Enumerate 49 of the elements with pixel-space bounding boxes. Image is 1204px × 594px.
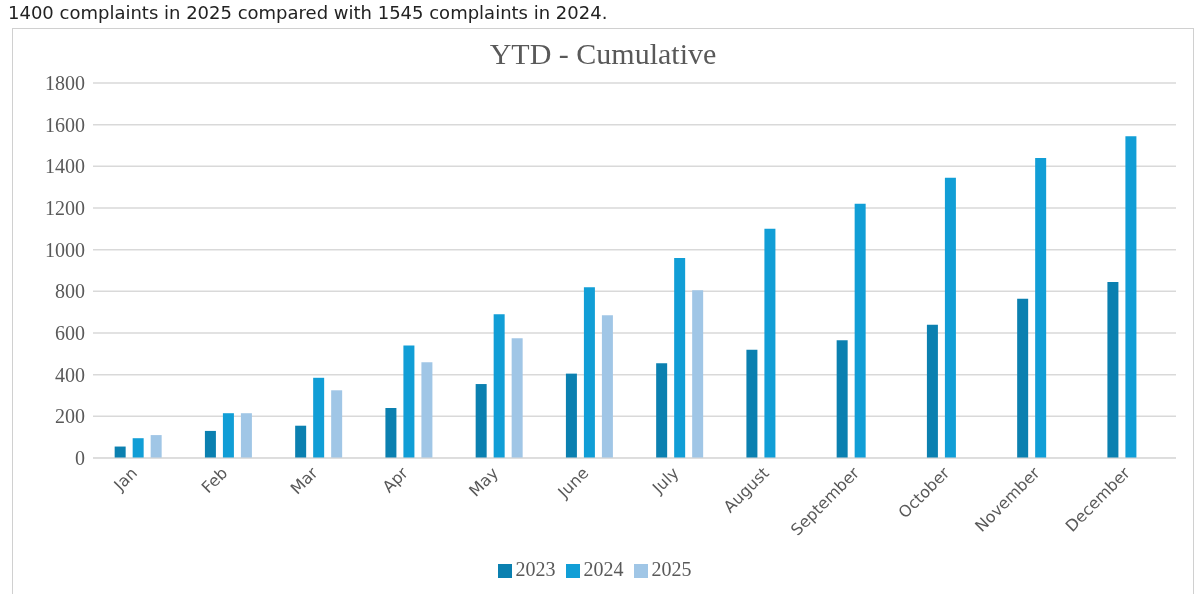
bar <box>313 377 325 458</box>
bar <box>222 413 234 458</box>
legend-label: 2025 <box>651 558 692 580</box>
bar <box>421 362 433 458</box>
bar <box>926 324 938 458</box>
bar <box>836 340 848 458</box>
bar <box>746 349 758 458</box>
x-tick-label: Apr <box>378 463 412 497</box>
bar <box>854 203 866 458</box>
bar <box>150 435 162 458</box>
bar <box>240 413 252 458</box>
bar <box>583 287 595 458</box>
y-tick-label: 1200 <box>45 197 85 220</box>
bar <box>1035 158 1047 458</box>
bar <box>403 345 415 458</box>
bar <box>204 430 216 458</box>
y-tick-label: 200 <box>55 405 85 428</box>
bar <box>295 425 307 458</box>
bar <box>331 390 343 458</box>
legend-label: 2023 <box>515 558 556 580</box>
bar <box>385 408 397 458</box>
bar <box>1107 281 1119 458</box>
y-tick-label: 1600 <box>45 113 85 136</box>
x-tick-label: Mar <box>286 463 322 499</box>
y-tick-label: 1400 <box>45 155 85 178</box>
bar <box>132 438 144 458</box>
y-tick-label: 0 <box>75 447 85 470</box>
y-tick-label: 1800 <box>45 72 85 95</box>
bar <box>1125 136 1137 458</box>
bar <box>493 314 505 458</box>
y-tick-label: 400 <box>55 363 85 386</box>
bar <box>511 338 523 458</box>
legend-label: 2024 <box>583 558 624 580</box>
bar <box>764 228 776 458</box>
bar <box>944 177 956 458</box>
text: 1400 complaints in 2025 compared with 1545 complaints in 2024. <box>8 2 608 23</box>
x-tick-label: Jan <box>109 463 141 495</box>
y-tick-label: 600 <box>55 322 85 345</box>
bar <box>692 290 704 458</box>
bar <box>601 315 613 458</box>
y-tick-label: 1000 <box>45 238 85 261</box>
chart-title: YTD - Cumulative <box>488 37 718 71</box>
bar <box>1017 298 1029 458</box>
x-tick-label: Feb <box>197 463 232 497</box>
y-tick-label: 800 <box>55 280 85 303</box>
bar <box>565 373 577 458</box>
bar <box>674 258 686 458</box>
bar <box>656 363 668 458</box>
bar <box>475 384 487 458</box>
